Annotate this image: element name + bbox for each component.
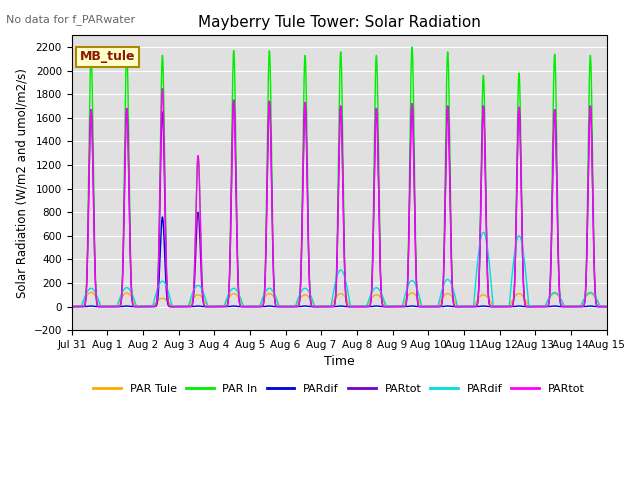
PARtot <box>319 304 327 310</box>
PAR In <box>319 304 327 310</box>
PARdif <box>602 304 610 310</box>
PARdif <box>602 304 610 310</box>
PARtot <box>164 298 172 303</box>
PARtot <box>602 304 610 310</box>
PAR In <box>490 304 497 310</box>
PAR Tule <box>459 304 467 310</box>
Line: PAR Tule: PAR Tule <box>72 292 607 307</box>
PARdif <box>490 304 497 310</box>
PAR In <box>602 304 610 310</box>
PAR In <box>68 304 76 310</box>
PAR Tule <box>602 304 610 310</box>
PARdif <box>159 214 166 220</box>
PARdif <box>479 229 487 235</box>
PARtot <box>159 85 166 91</box>
PARtot <box>490 304 497 310</box>
PARdif <box>164 287 172 293</box>
PARdif <box>603 304 611 310</box>
PARtot <box>603 304 611 310</box>
PAR Tule <box>319 304 327 310</box>
PARtot <box>68 304 76 310</box>
PAR In <box>429 304 437 310</box>
PARdif <box>490 304 497 310</box>
Text: MB_tule: MB_tule <box>79 50 135 63</box>
PAR Tule <box>429 304 437 310</box>
PARdif <box>164 301 172 307</box>
PAR Tule <box>490 304 497 310</box>
PARdif <box>319 304 327 310</box>
PARtot <box>490 304 497 310</box>
Line: PARdif: PARdif <box>72 232 607 307</box>
PAR In <box>164 295 172 301</box>
Legend: PAR Tule, PAR In, PARdif, PARtot, PARdif, PARtot: PAR Tule, PAR In, PARdif, PARtot, PARdif… <box>89 379 589 398</box>
PAR Tule <box>68 304 76 310</box>
PARdif <box>429 304 437 310</box>
Line: PARtot: PARtot <box>72 88 607 307</box>
X-axis label: Time: Time <box>324 355 355 369</box>
PARtot <box>68 304 76 310</box>
PARtot <box>459 304 467 310</box>
PARtot <box>602 304 610 310</box>
PARdif <box>459 304 467 310</box>
Text: No data for f_PARwater: No data for f_PARwater <box>6 14 136 25</box>
PAR In <box>459 304 467 310</box>
PAR In <box>408 44 416 50</box>
PARdif <box>68 304 76 310</box>
Line: PAR In: PAR In <box>72 47 607 307</box>
PARtot <box>459 304 467 310</box>
PAR Tule <box>164 299 172 304</box>
PARdif <box>68 304 76 310</box>
Y-axis label: Solar Radiation (W/m2 and umol/m2/s): Solar Radiation (W/m2 and umol/m2/s) <box>15 68 28 298</box>
Line: PARtot: PARtot <box>72 100 607 307</box>
PAR Tule <box>603 304 611 310</box>
Title: Mayberry Tule Tower: Solar Radiation: Mayberry Tule Tower: Solar Radiation <box>198 15 481 30</box>
PARtot <box>429 304 437 310</box>
PARtot <box>603 304 611 310</box>
PARdif <box>459 304 467 310</box>
PARdif <box>319 304 327 310</box>
PAR In <box>603 304 611 310</box>
Line: PARdif: PARdif <box>72 217 607 307</box>
PARtot <box>319 304 327 310</box>
PARtot <box>230 97 237 103</box>
PARtot <box>164 297 172 303</box>
PAR Tule <box>87 289 95 295</box>
PARtot <box>429 304 437 310</box>
PARdif <box>603 304 611 310</box>
PARdif <box>429 304 437 310</box>
